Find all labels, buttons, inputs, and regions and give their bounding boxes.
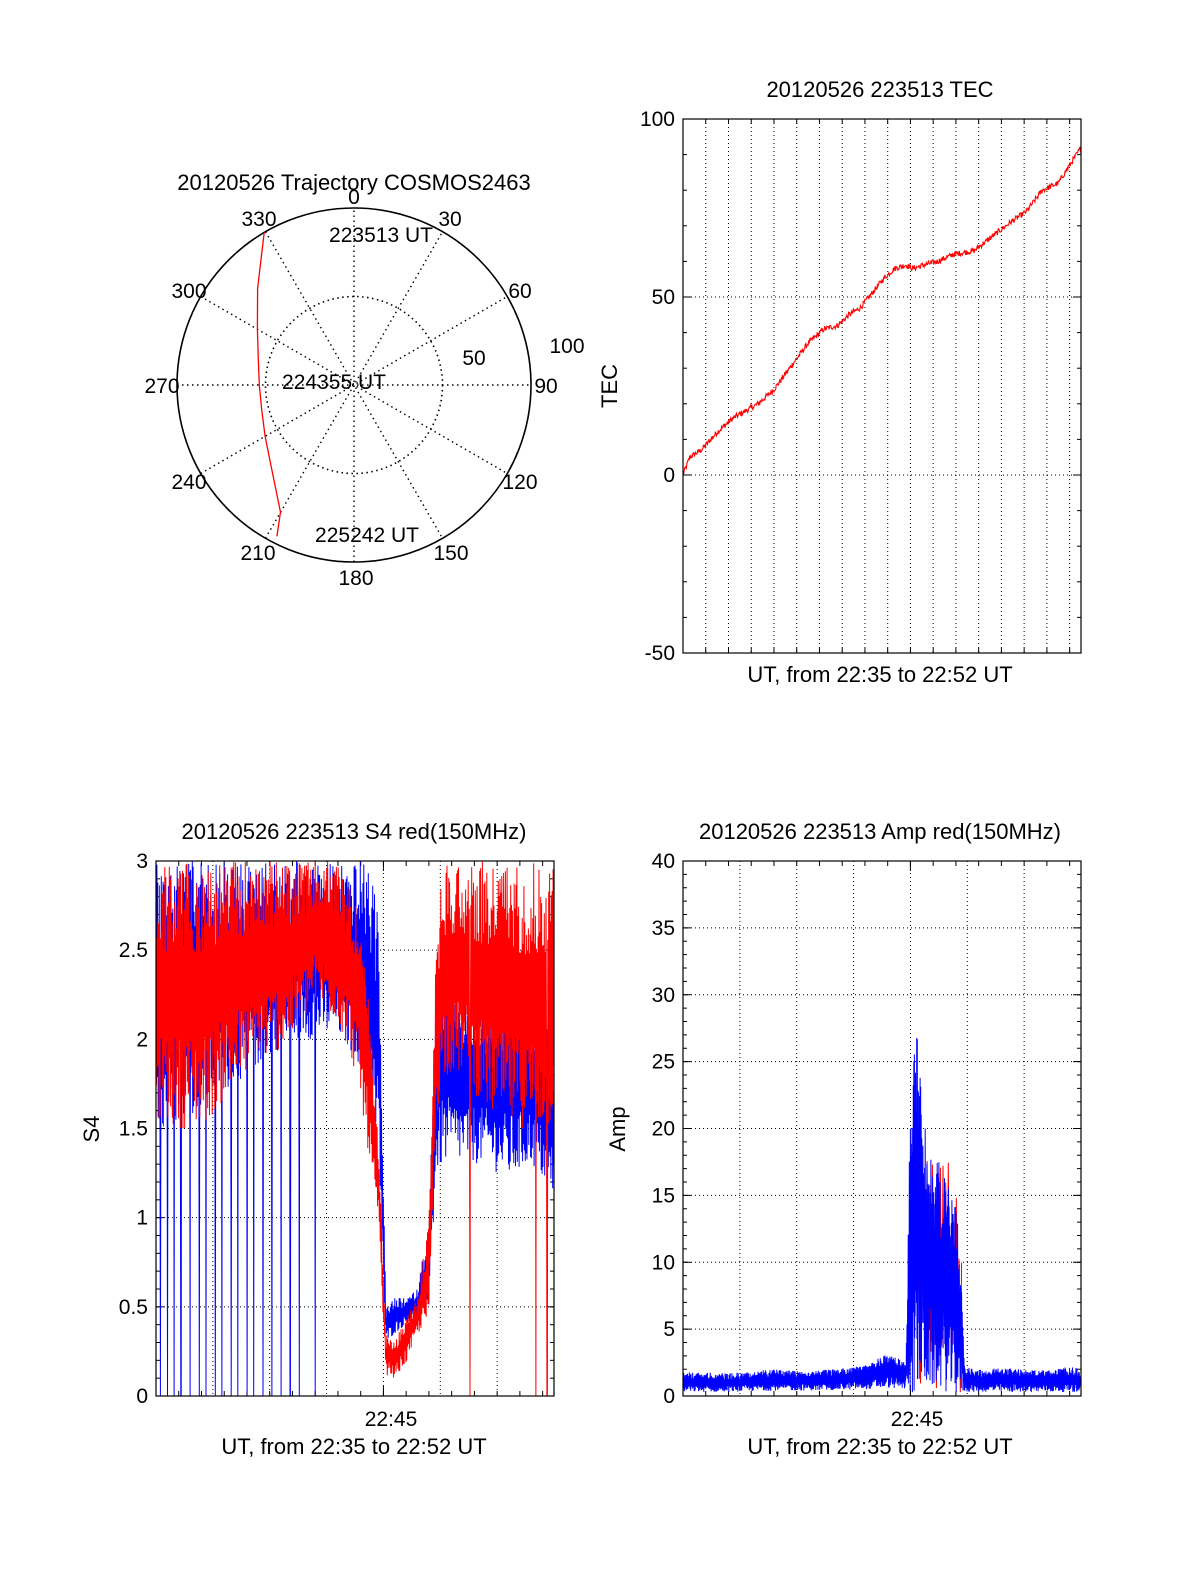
s4-y-tick-label: 2 xyxy=(136,1028,148,1051)
amp-blue-series-line xyxy=(682,1037,1082,1393)
polar-azimuth-label: 330 xyxy=(241,208,276,231)
amp-panel: 20120526 223513 Amp red(150MHz) 0 5 10 15 20… xyxy=(605,819,1082,1459)
s4-title: 20120526 223513 S4 red(150MHz) xyxy=(182,819,527,844)
tec-ylabel: TEC xyxy=(597,364,622,408)
amp-y-tick-labels: 0 5 10 15 20 25 30 35 40 xyxy=(652,850,675,1408)
tec-series-line xyxy=(682,146,1082,476)
s4-y-tick-label: 1 xyxy=(136,1207,148,1230)
trajectory-time-label: 224355 UT xyxy=(282,371,386,394)
s4-plot-frame xyxy=(155,860,555,1397)
s4-y-tick-label: 1.5 xyxy=(119,1118,148,1141)
amp-y-tick-label: 10 xyxy=(652,1251,675,1274)
tec-panel: 20120526 223513 TEC -50 0 50 100 TEC UT, fr… xyxy=(597,77,1082,687)
trajectory-time-label: 225242 UT xyxy=(315,524,419,547)
trajectory-line xyxy=(256,232,282,537)
polar-spoke xyxy=(200,295,508,475)
polar-grid xyxy=(176,207,532,563)
s4-x-tick-label: 22:45 xyxy=(365,1408,418,1431)
s4-y-tick-label: 3 xyxy=(136,850,148,873)
polar-azimuth-label: 0 xyxy=(348,186,360,209)
amp-y-tick-label: 20 xyxy=(652,1118,675,1141)
amp-plot-frame xyxy=(682,860,1082,1397)
amp-series-layer xyxy=(682,1037,1082,1393)
polar-panel: 20120526 Trajectory COSMOS2463 0 30 60 90 12… xyxy=(144,170,584,590)
amp-y-tick-label: 15 xyxy=(652,1184,675,1207)
polar-azimuth-label: 120 xyxy=(502,471,537,494)
polar-trajectory-layer xyxy=(256,232,282,537)
amp-y-tick-label: 5 xyxy=(663,1318,675,1341)
amp-y-tick-label: 25 xyxy=(652,1051,675,1074)
s4-y-tick-label: 0 xyxy=(136,1385,148,1408)
tec-y-tick-label: 0 xyxy=(663,464,675,487)
polar-azimuth-label: 270 xyxy=(144,375,179,398)
s4-y-tick-label: 0.5 xyxy=(119,1296,148,1319)
polar-azimuth-labels: 0 30 60 90 120 150 180 210 240 270 300 330 xyxy=(144,186,557,590)
amp-xlabel: UT, from 22:35 to 22:52 UT xyxy=(747,1434,1012,1459)
tec-xlabel: UT, from 22:35 to 22:52 UT xyxy=(747,662,1012,687)
polar-azimuth-label: 150 xyxy=(433,542,468,565)
tec-gridlines xyxy=(683,118,1081,654)
tec-y-tick-label: 50 xyxy=(652,286,675,309)
amp-y-tick-label: 40 xyxy=(652,850,675,873)
tec-y-tick-label: -50 xyxy=(645,642,675,665)
tec-y-tick-label: 100 xyxy=(640,108,675,131)
tec-plot-frame xyxy=(682,118,1082,654)
amp-y-tick-label: 30 xyxy=(652,984,675,1007)
s4-y-tick-label: 2.5 xyxy=(119,939,148,962)
polar-radial-labels: 50 100 xyxy=(462,335,584,370)
polar-azimuth-label: 210 xyxy=(240,542,275,565)
s4-panel: 20120526 223513 S4 red(150MHz) 0 0.5 1 1.5 2… xyxy=(79,819,555,1459)
tec-title: 20120526 223513 TEC xyxy=(766,77,993,102)
polar-annotations: 223513 UT 224355 UT 225242 UT xyxy=(282,224,433,547)
polar-azimuth-label: 300 xyxy=(171,280,206,303)
polar-azimuth-label: 60 xyxy=(508,280,531,303)
polar-radial-label: 100 xyxy=(549,335,584,358)
polar-azimuth-label: 30 xyxy=(438,208,461,231)
s4-red-series-line xyxy=(155,861,555,1397)
amp-title: 20120526 223513 Amp red(150MHz) xyxy=(699,819,1061,844)
polar-spoke xyxy=(264,231,444,539)
s4-xlabel: UT, from 22:35 to 22:52 UT xyxy=(221,1434,486,1459)
s4-y-tick-labels: 0 0.5 1 1.5 2 2.5 3 xyxy=(119,850,148,1408)
polar-spoke xyxy=(200,295,508,475)
trajectory-time-label: 223513 UT xyxy=(329,224,433,247)
polar-radial-label: 50 xyxy=(462,347,485,370)
tec-y-tick-labels: -50 0 50 100 xyxy=(640,108,675,665)
polar-azimuth-label: 240 xyxy=(171,471,206,494)
tec-series-layer xyxy=(682,146,1082,476)
amp-y-tick-label: 35 xyxy=(652,917,675,940)
polar-azimuth-label: 90 xyxy=(534,375,557,398)
amp-y-tick-label: 0 xyxy=(663,1385,675,1408)
amp-ylabel: Amp xyxy=(605,1106,630,1151)
polar-title: 20120526 Trajectory COSMOS2463 xyxy=(177,170,530,195)
s4-series-layer xyxy=(155,861,555,1397)
amp-x-tick-label: 22:45 xyxy=(891,1408,944,1431)
s4-ylabel: S4 xyxy=(79,1116,104,1143)
polar-azimuth-label: 180 xyxy=(338,567,373,590)
polar-spoke xyxy=(264,231,444,539)
